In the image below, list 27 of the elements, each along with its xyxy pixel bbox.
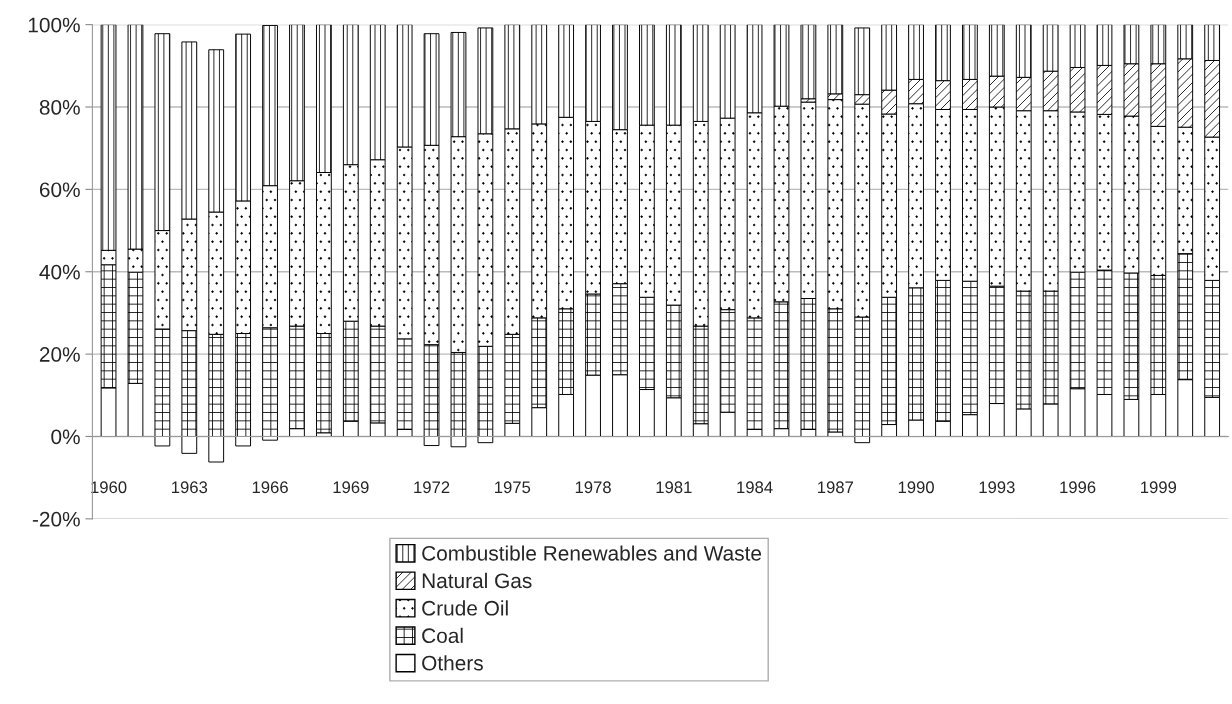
y-tick-label: -20% [32,511,80,527]
x-tick-label: 1969 [333,481,369,494]
x-tick-label: 1972 [414,481,450,494]
y-tick-label: 60% [39,182,80,198]
x-tick-label: 1978 [575,481,611,494]
x-tick-label: 1975 [495,481,531,494]
x-tick-label: 1984 [737,481,773,494]
y-tick-label: 20% [39,347,80,362]
legend-label: Natural Gas [422,572,532,589]
x-tick-label: 1999 [1141,481,1177,494]
legend-label: Crude Oil [422,600,508,616]
y-tick-label: 80% [39,100,80,115]
y-tick-label: 100% [28,17,80,33]
x-tick-label: 1996 [1060,481,1096,494]
x-tick-label: 1960 [91,481,127,494]
x-tick-label: 1987 [818,481,854,494]
bar [800,24,817,100]
x-tick-label: 1966 [252,481,288,494]
x-tick-label: 1993 [979,481,1015,494]
y-tick-label: 40% [39,264,80,280]
x-tick-label: 1963 [172,481,208,494]
legend-label: Coal [422,627,463,644]
x-tick-label: 1981 [656,481,692,494]
y-tick-label: 0% [51,429,80,445]
x-tick-label: 1990 [898,481,934,494]
legend-label: Others [422,655,483,671]
legend-label: Combustible Renewables and Waste [422,545,762,561]
